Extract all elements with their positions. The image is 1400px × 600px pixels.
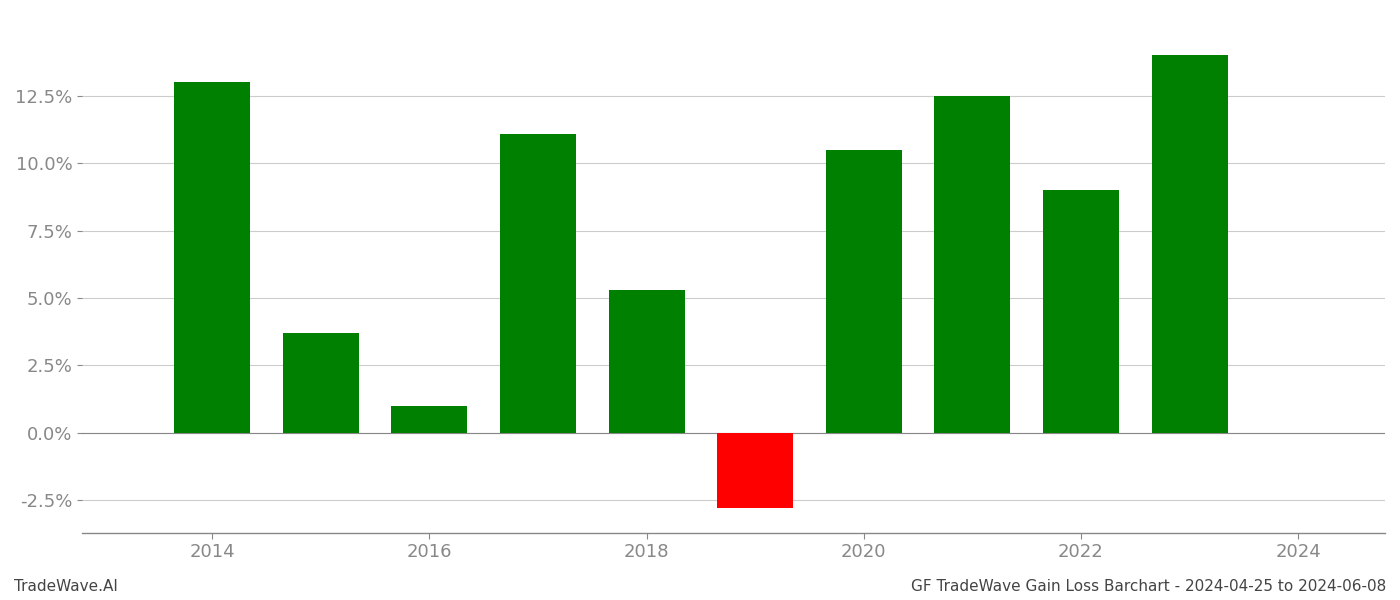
Bar bbox=[392, 406, 468, 433]
Bar bbox=[826, 150, 902, 433]
Bar bbox=[174, 82, 251, 433]
Bar bbox=[609, 290, 685, 433]
Bar bbox=[1043, 190, 1119, 433]
Text: TradeWave.AI: TradeWave.AI bbox=[14, 579, 118, 594]
Bar bbox=[934, 96, 1011, 433]
Bar bbox=[500, 134, 575, 433]
Bar bbox=[717, 433, 794, 508]
Bar bbox=[1152, 55, 1228, 433]
Bar bbox=[283, 333, 358, 433]
Text: GF TradeWave Gain Loss Barchart - 2024-04-25 to 2024-06-08: GF TradeWave Gain Loss Barchart - 2024-0… bbox=[911, 579, 1386, 594]
